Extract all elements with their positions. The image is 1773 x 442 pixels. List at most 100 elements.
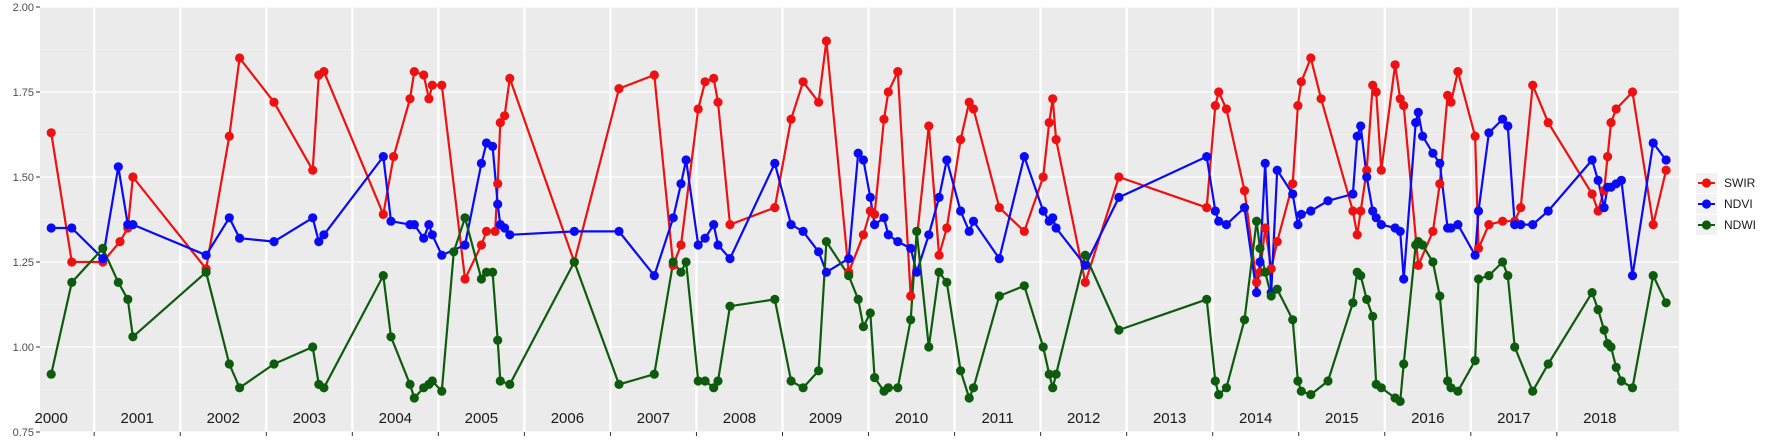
- data-point-ndwi: [1044, 369, 1054, 379]
- data-point-ndvi: [269, 237, 279, 247]
- data-point-ndvi: [1048, 213, 1058, 223]
- data-point-ndvi: [883, 230, 893, 240]
- data-point-swir: [968, 104, 979, 114]
- data-point-swir: [964, 97, 974, 107]
- data-point-swir: [725, 220, 735, 230]
- data-point-ndwi: [1114, 325, 1124, 335]
- data-point-ndwi: [319, 383, 329, 393]
- data-point-ndvi: [1470, 250, 1480, 260]
- data-point-ndvi: [906, 243, 916, 253]
- data-point-ndvi: [968, 216, 979, 226]
- legend-label-swir: SWIR: [1724, 176, 1756, 190]
- data-point-ndvi: [614, 226, 624, 236]
- data-point-ndvi: [1210, 206, 1220, 216]
- data-point-ndvi: [1599, 203, 1609, 213]
- data-point-swir: [437, 80, 447, 90]
- data-point-ndvi: [378, 152, 388, 162]
- data-point-ndwi: [906, 315, 916, 325]
- data-point-ndvi: [201, 250, 211, 260]
- data-point-ndwi: [1616, 376, 1626, 386]
- data-point-ndvi: [942, 155, 952, 165]
- data-point-ndwi: [968, 383, 979, 393]
- data-point-ndwi: [1266, 291, 1276, 301]
- data-point-ndvi: [427, 230, 437, 240]
- data-point-ndwi: [1418, 240, 1428, 250]
- data-point-swir: [308, 165, 318, 175]
- year-label: 2016: [1411, 410, 1444, 427]
- data-point-ndvi: [1528, 220, 1538, 230]
- data-point-ndwi: [1293, 376, 1303, 386]
- data-point-ndvi: [46, 223, 56, 233]
- year-label: 2004: [379, 410, 412, 427]
- data-point-ndwi: [1399, 359, 1409, 369]
- data-point-ndvi: [308, 213, 318, 223]
- data-point-ndwi: [1048, 383, 1058, 393]
- data-point-ndwi: [1599, 325, 1609, 335]
- data-point-ndwi: [924, 342, 934, 352]
- data-point-swir: [493, 179, 503, 189]
- data-point-ndvi: [1453, 220, 1463, 230]
- data-point-swir: [1376, 165, 1386, 175]
- data-point-swir: [1390, 60, 1400, 70]
- legend-key-marker-swir: [1701, 178, 1712, 188]
- data-point-swir: [786, 114, 796, 124]
- data-point-swir: [128, 172, 138, 182]
- y-tick-label: 2.00: [13, 2, 34, 14]
- data-point-ndwi: [964, 393, 974, 403]
- data-point-ndvi: [1399, 274, 1409, 284]
- data-point-swir: [1296, 77, 1306, 87]
- data-point-ndwi: [488, 267, 498, 277]
- data-point-swir: [500, 111, 510, 121]
- data-point-ndwi: [853, 294, 863, 304]
- data-point-ndwi: [405, 379, 415, 389]
- data-point-ndvi: [488, 141, 498, 151]
- data-point-ndvi: [1446, 223, 1456, 233]
- data-point-swir: [1498, 216, 1508, 226]
- data-point-ndvi: [224, 213, 234, 223]
- data-point-ndvi: [1051, 223, 1061, 233]
- data-point-swir: [427, 80, 437, 90]
- data-point-ndwi: [1019, 281, 1029, 291]
- data-point-ndvi: [964, 226, 974, 236]
- data-point-ndvi: [1376, 220, 1386, 230]
- data-point-ndwi: [1606, 342, 1616, 352]
- data-point-swir: [924, 121, 934, 131]
- data-point-ndvi: [505, 230, 515, 240]
- data-point-swir: [1543, 118, 1553, 128]
- data-point-ndwi: [713, 376, 723, 386]
- data-point-swir: [1395, 94, 1405, 104]
- data-point-swir: [319, 67, 329, 77]
- data-point-ndwi: [1288, 315, 1298, 325]
- data-point-ndwi: [814, 366, 824, 376]
- data-point-swir: [713, 97, 723, 107]
- year-label: 2006: [551, 410, 584, 427]
- data-point-swir: [1627, 87, 1638, 97]
- data-point-ndvi: [879, 213, 889, 223]
- data-point-ndwi: [844, 271, 854, 281]
- data-point-ndvi: [924, 230, 934, 240]
- data-point-ndwi: [883, 383, 893, 393]
- data-point-ndwi: [1498, 257, 1508, 267]
- data-point-ndwi: [1362, 294, 1372, 304]
- data-point-ndwi: [67, 277, 77, 287]
- data-point-ndvi: [786, 220, 796, 230]
- data-point-ndvi: [1362, 172, 1372, 182]
- data-point-ndwi: [649, 369, 659, 379]
- data-point-swir: [1210, 101, 1220, 111]
- data-point-swir: [693, 104, 703, 114]
- data-point-ndvi: [1114, 192, 1124, 202]
- data-point-swir: [1648, 220, 1658, 230]
- data-point-ndvi: [1627, 271, 1638, 281]
- data-point-ndwi: [1484, 271, 1494, 281]
- data-point-ndwi: [269, 359, 279, 369]
- legend-key-marker-ndvi: [1701, 199, 1712, 209]
- data-point-swir: [709, 73, 719, 83]
- data-point-swir: [1371, 87, 1381, 97]
- data-point-ndwi: [1443, 376, 1453, 386]
- year-label: 2003: [293, 410, 326, 427]
- y-tick-label: 1.25: [13, 257, 34, 269]
- data-point-ndvi: [1239, 203, 1250, 213]
- data-point-ndvi: [67, 223, 77, 233]
- data-point-ndwi: [1306, 390, 1316, 400]
- data-point-ndvi: [1306, 206, 1316, 216]
